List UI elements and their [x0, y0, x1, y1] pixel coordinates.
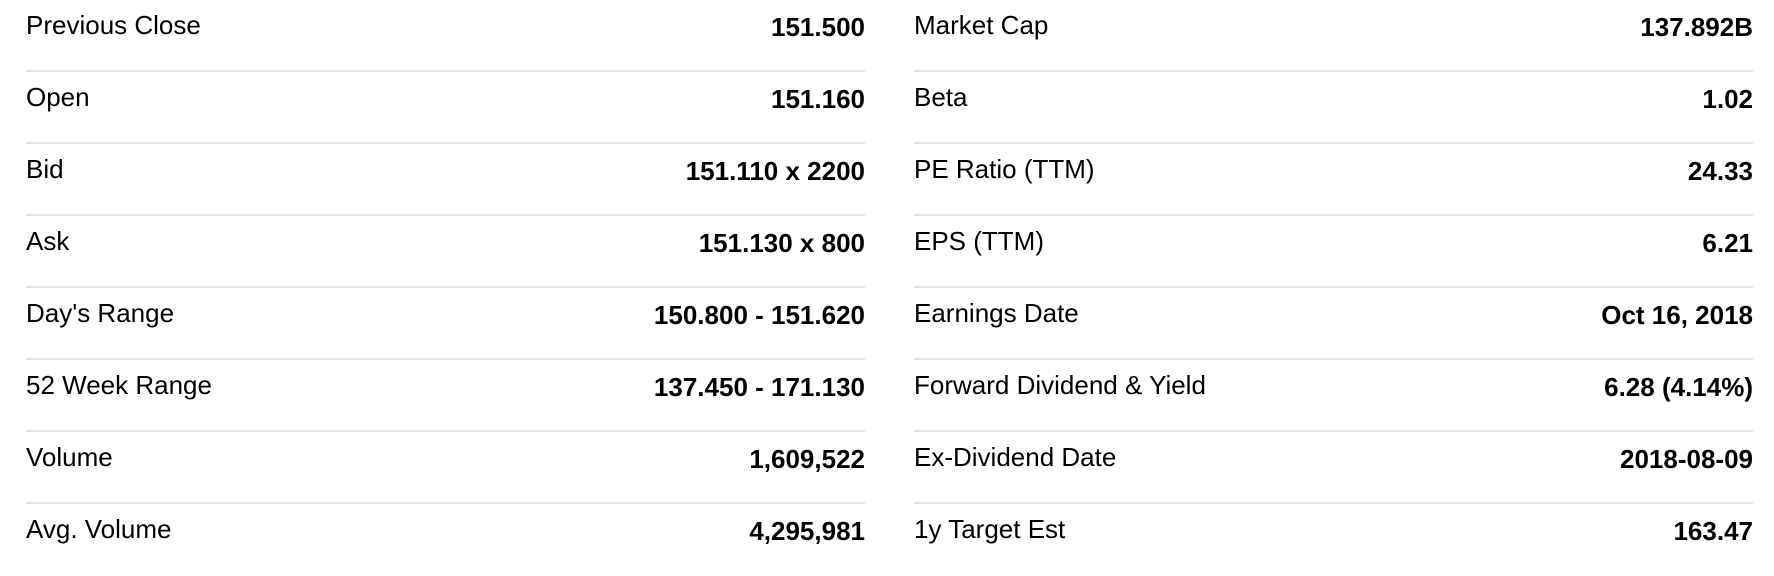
row-label: Day's Range: [26, 298, 175, 328]
row-ex-dividend-date: Ex-Dividend Date 2018-08-09: [914, 432, 1753, 504]
quote-summary-right-table: Market Cap 137.892B Beta 1.02 PE Ratio (…: [914, 0, 1753, 576]
row-52-week-range: 52 Week Range 137.450 - 171.130: [26, 360, 865, 432]
row-label: 1y Target Est: [914, 514, 1066, 544]
row-label: Beta: [914, 82, 968, 112]
row-value: 151.110 x 2200: [685, 156, 865, 186]
row-label: Open: [26, 82, 90, 112]
row-value: 6.28 (4.14%): [1604, 372, 1753, 402]
row-label: Earnings Date: [914, 298, 1079, 328]
row-label: PE Ratio (TTM): [914, 154, 1095, 184]
row-value: 6.21: [1702, 228, 1753, 258]
row-value: 2018-08-09: [1620, 444, 1753, 474]
row-value: 137.892B: [1640, 12, 1753, 42]
row-forward-dividend-yield: Forward Dividend & Yield 6.28 (4.14%): [914, 360, 1753, 432]
row-value: 4,295,981: [749, 516, 865, 546]
row-market-cap: Market Cap 137.892B: [914, 0, 1753, 72]
row-label: Avg. Volume: [26, 514, 172, 544]
row-label: Previous Close: [26, 10, 201, 40]
row-pe-ratio: PE Ratio (TTM) 24.33: [914, 144, 1753, 216]
row-value: 150.800 - 151.620: [653, 300, 865, 330]
row-label: Bid: [26, 154, 64, 184]
row-value: 1,609,522: [749, 444, 865, 474]
row-value: Oct 16, 2018: [1601, 300, 1753, 330]
row-value: 24.33: [1687, 156, 1753, 186]
row-previous-close: Previous Close 151.500: [26, 0, 865, 72]
row-value: 163.47: [1673, 516, 1753, 546]
row-label: Market Cap: [914, 10, 1049, 40]
row-days-range: Day's Range 150.800 - 151.620: [26, 288, 865, 360]
row-label: Forward Dividend & Yield: [914, 370, 1206, 400]
row-1y-target-est: 1y Target Est 163.47: [914, 504, 1753, 576]
row-value: 137.450 - 171.130: [653, 372, 865, 402]
row-value: 151.130 x 800: [698, 228, 865, 258]
row-beta: Beta 1.02: [914, 72, 1753, 144]
quote-summary-left-table: Previous Close 151.500 Open 151.160 Bid …: [26, 0, 865, 576]
row-label: Ex-Dividend Date: [914, 442, 1117, 472]
row-volume: Volume 1,609,522: [26, 432, 865, 504]
row-bid: Bid 151.110 x 2200: [26, 144, 865, 216]
row-label: Volume: [26, 442, 113, 472]
row-avg-volume: Avg. Volume 4,295,981: [26, 504, 865, 576]
row-value: 1.02: [1702, 84, 1753, 114]
row-earnings-date: Earnings Date Oct 16, 2018: [914, 288, 1753, 360]
row-ask: Ask 151.130 x 800: [26, 216, 865, 288]
row-open: Open 151.160: [26, 72, 865, 144]
row-label: Ask: [26, 226, 70, 256]
row-value: 151.500: [771, 12, 865, 42]
row-label: 52 Week Range: [26, 370, 212, 400]
row-value: 151.160: [771, 84, 865, 114]
row-label: EPS (TTM): [914, 226, 1044, 256]
row-eps: EPS (TTM) 6.21: [914, 216, 1753, 288]
